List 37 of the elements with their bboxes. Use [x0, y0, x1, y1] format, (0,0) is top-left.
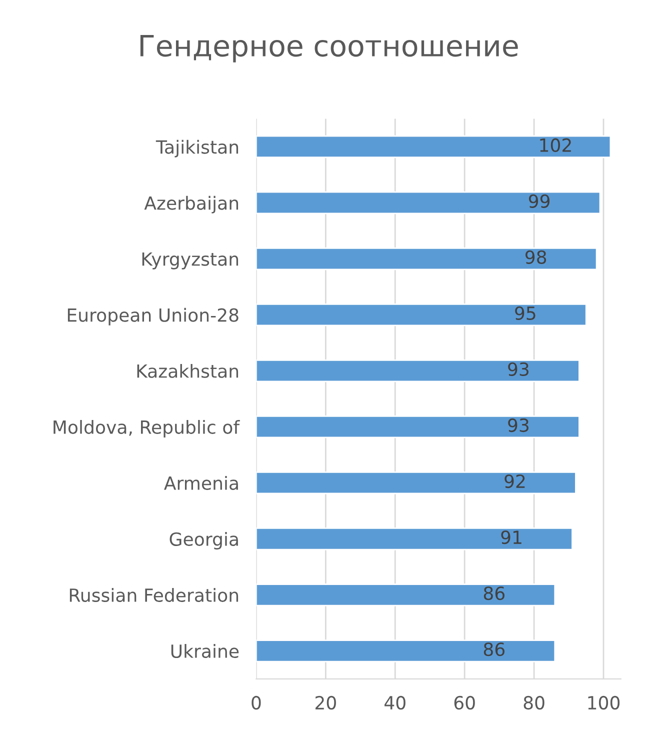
data-label: 92 [504, 474, 525, 488]
data-label: 86 [484, 586, 504, 600]
bar [256, 191, 601, 214]
y-tick-label: Georgia [170, 532, 238, 550]
data-label: 93 [508, 362, 528, 376]
bar [256, 472, 576, 494]
x-tick-label: 60 [454, 696, 475, 710]
chart-title: Гендерное соотношение [140, 35, 518, 62]
bar [256, 135, 612, 158]
bar [256, 303, 587, 326]
data-label: 102 [540, 138, 571, 152]
bar [256, 640, 556, 662]
data-label: 91 [501, 530, 522, 544]
bar [256, 247, 598, 270]
data-label: 98 [525, 250, 546, 264]
y-tick-label: Kyrgyzstan [142, 252, 238, 270]
bar [256, 415, 580, 438]
y-tick-label: Moldova, Republic of [54, 420, 240, 438]
x-tick-label: 20 [316, 696, 336, 710]
data-label: 95 [515, 306, 536, 320]
x-tick-label: 0 [252, 696, 261, 710]
bar [256, 584, 556, 606]
y-tick-label: Ukraine [171, 644, 239, 658]
x-tick-label: 100 [588, 696, 620, 710]
y-tick-label: Kazakhstan [137, 364, 238, 378]
data-label: 99 [528, 194, 550, 208]
bar [256, 359, 580, 382]
y-tick-label: Russian Federation [70, 588, 238, 602]
y-tick-label: Tajikistan [156, 140, 238, 158]
bar [256, 528, 573, 550]
y-tick-label: Azerbaijan [144, 196, 238, 214]
x-tick-label: 80 [524, 696, 544, 710]
x-tick-label: 40 [384, 696, 406, 710]
data-label: 93 [508, 418, 528, 432]
data-label: 86 [484, 642, 504, 656]
y-tick-label: European Union-28 [68, 308, 238, 326]
y-tick-label: Armenia [164, 476, 238, 490]
